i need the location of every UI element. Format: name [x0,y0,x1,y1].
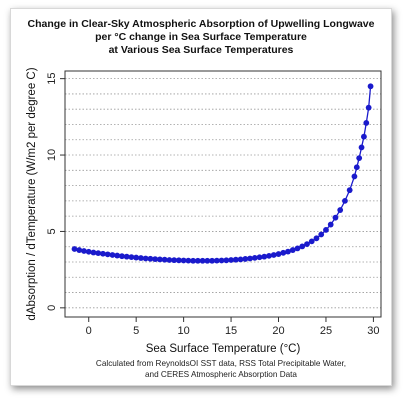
data-point [363,120,370,126]
data-point [270,252,277,258]
chart-title-line-1: Change in Clear-Sky Atmospheric Absorpti… [28,18,375,30]
data-point [318,231,325,238]
series-group [71,83,374,264]
chart-svg: Change in Clear-Sky Atmospheric Absorpti… [26,18,382,379]
data-point [365,104,372,111]
data-point [100,250,106,257]
x-tick-label: 5 [133,325,139,337]
data-point [180,257,187,264]
data-point [81,248,87,254]
series-line [74,86,372,262]
data-point [76,247,83,253]
chart-title-line-3: at Various Sea Surface Temperatures [109,44,294,56]
data-point [209,257,215,264]
plot-area [64,70,382,318]
data-point [280,249,287,256]
data-point [156,256,163,263]
data-point [299,243,306,250]
data-point [361,133,367,140]
data-point [228,257,234,263]
data-point [199,257,206,264]
data-point [128,254,135,261]
x-tick-label: 20 [272,325,284,337]
data-point [358,144,365,151]
x-tick-label: 30 [367,325,379,337]
data-point [147,255,154,262]
data-point [289,247,296,253]
data-point [104,251,111,258]
data-point [275,251,282,257]
data-point [123,253,130,260]
x-tick-label: 25 [320,325,332,337]
data-point [237,256,244,263]
data-point [71,246,78,252]
data-point [114,252,121,259]
data-point [342,197,348,204]
x-tick-label: 10 [177,325,189,337]
data-point [304,241,310,248]
y-axis: 0 5 10 15 [46,73,65,311]
data-point [266,252,272,259]
data-point [294,245,301,252]
data-point [213,257,220,264]
data-point [185,257,192,264]
x-axis-label: Sea Surface Temperature (°C) [146,343,301,355]
data-point [142,255,149,262]
x-tick-label: 15 [225,325,237,337]
data-point [232,256,239,263]
data-point [261,253,268,260]
x-axis: 0 5 10 15 20 25 30 [86,317,380,337]
data-point [161,256,168,263]
caption-line-1: Calculated from ReynoldsOI SST data, RSS… [96,359,346,368]
data-point [190,257,197,264]
y-tick-label: 0 [46,305,58,311]
caption-line-2: and CERES Atmospheric Absorption Data [145,370,297,379]
data-point [356,155,363,161]
data-point [247,255,253,262]
data-point [285,248,291,255]
data-point [332,214,339,221]
data-point [367,83,374,90]
data-point [353,164,360,171]
data-point [323,227,329,233]
data-point [351,173,358,180]
data-point [138,255,144,261]
gridlines [65,78,381,309]
data-point [95,250,102,257]
data-point [251,254,258,261]
chart-title-line-2: per °C change in Sea Surface Temperature [95,31,307,43]
y-axis-label: dAbsorption / dTemperature (W/m2 per deg… [26,67,38,320]
data-point [171,257,178,264]
data-point [346,187,353,194]
data-point [204,257,211,264]
data-point [166,257,173,263]
data-point [152,256,159,262]
data-point [175,257,182,264]
data-point [242,256,249,262]
y-tick-label: 5 [46,228,58,234]
data-point [109,252,116,258]
y-tick-label: 15 [46,73,58,85]
chart-frame: Change in Clear-Sky Atmospheric Absorpti… [10,8,392,386]
data-point [133,254,140,261]
data-point [308,238,315,245]
data-point [337,207,344,213]
data-point [218,257,225,264]
data-point [256,254,263,261]
data-point [223,257,230,264]
y-tick-label: 10 [46,149,58,161]
data-point [194,257,201,264]
data-point [119,253,125,260]
data-point [90,249,97,256]
data-point [313,235,320,242]
data-point [327,221,334,228]
data-point [85,248,92,255]
x-tick-label: 0 [86,325,92,337]
